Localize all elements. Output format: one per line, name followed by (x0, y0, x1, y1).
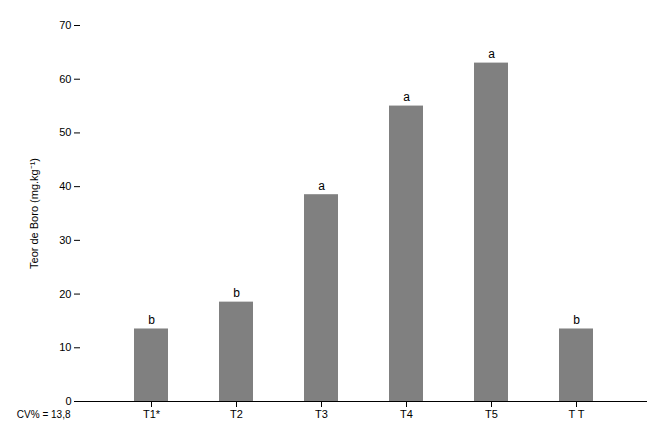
svg-text:60: 60 (59, 73, 71, 85)
svg-text:10: 10 (59, 341, 71, 353)
svg-text:0: 0 (65, 395, 71, 407)
svg-text:T1*: T1* (143, 408, 161, 420)
svg-text:T T: T T (568, 408, 584, 420)
svg-text:T5: T5 (485, 408, 498, 420)
svg-text:a: a (488, 47, 495, 61)
svg-text:50: 50 (59, 126, 71, 138)
svg-text:T2: T2 (230, 408, 243, 420)
svg-text:70: 70 (59, 19, 71, 31)
svg-text:a: a (318, 179, 325, 193)
svg-text:30: 30 (59, 234, 71, 246)
svg-text:40: 40 (59, 180, 71, 192)
svg-text:CV% = 13,8: CV% = 13,8 (17, 409, 71, 420)
svg-text:Teor de Boro (mg.kg⁻¹): Teor de Boro (mg.kg⁻¹) (28, 158, 40, 269)
svg-text:T4: T4 (400, 408, 413, 420)
svg-text:a: a (403, 90, 410, 104)
svg-text:b: b (148, 313, 155, 327)
svg-text:20: 20 (59, 288, 71, 300)
svg-text:T3: T3 (315, 408, 328, 420)
svg-text:b: b (573, 313, 580, 327)
svg-text:b: b (233, 286, 240, 300)
